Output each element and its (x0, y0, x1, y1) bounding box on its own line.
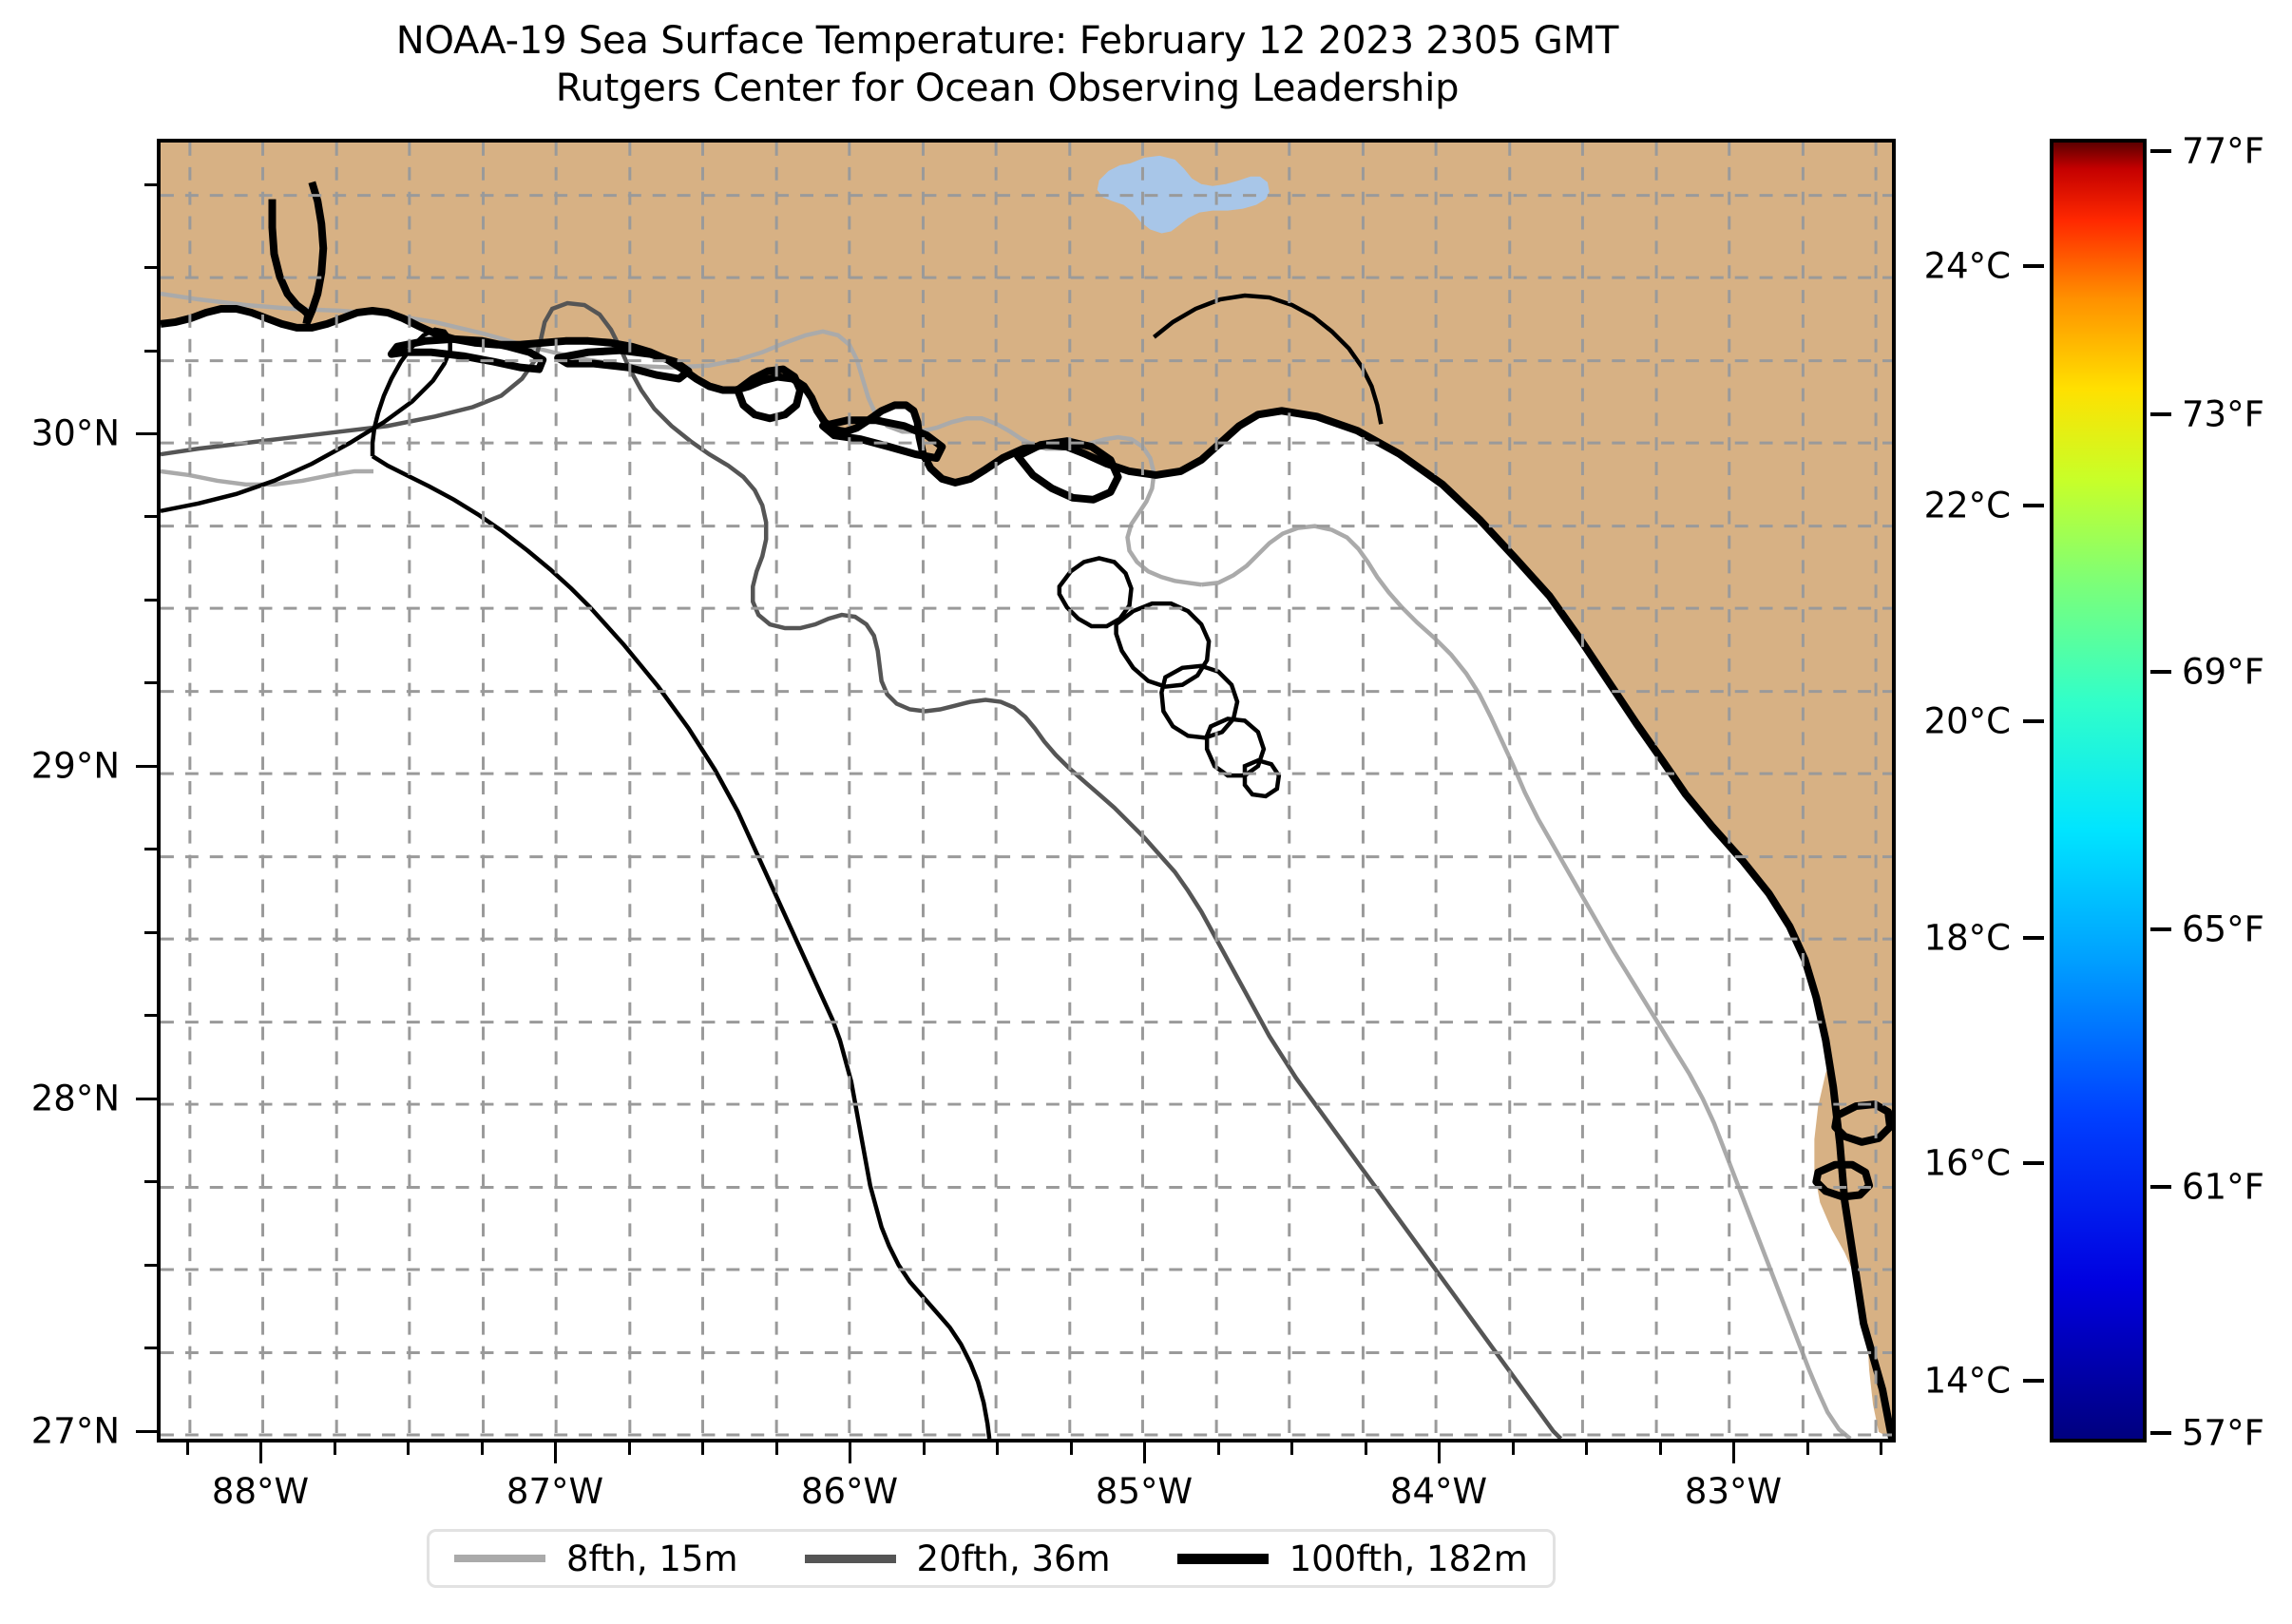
legend-line-swatch-100fth (1176, 1553, 1269, 1564)
legend-line-swatch-20fth (804, 1554, 896, 1563)
cb-tick-c (2023, 264, 2044, 268)
cb-label-c: 22°C (1923, 485, 2011, 526)
x-tick-label: 86°W (800, 1471, 899, 1512)
x-tick-major (1732, 1442, 1735, 1463)
y-tick-label: 27°N (30, 1410, 120, 1452)
y-tick-minor (144, 266, 157, 269)
x-tick-minor (1290, 1442, 1293, 1455)
sst-map (161, 143, 1892, 1439)
y-tick-minor (144, 1014, 157, 1017)
x-tick-minor (1365, 1442, 1367, 1455)
cb-label-f: 77°F (2182, 130, 2264, 172)
legend-item-8fth[interactable]: 8fth, 15m (454, 1538, 738, 1579)
x-tick-label: 87°W (506, 1471, 604, 1512)
cb-tick-c (2023, 1161, 2044, 1165)
cb-tick-c (2023, 719, 2044, 723)
x-tick-minor (186, 1442, 189, 1455)
x-tick-label: 85°W (1095, 1471, 1194, 1512)
x-tick-minor (996, 1442, 999, 1455)
chart-title-block: NOAA-19 Sea Surface Temperature: Februar… (0, 17, 2015, 112)
x-tick-minor (1512, 1442, 1515, 1455)
x-tick-major (849, 1442, 851, 1463)
lake-polygon (1097, 155, 1270, 234)
legend-label-20fth: 20fth, 36m (916, 1538, 1111, 1579)
y-tick-minor (144, 681, 157, 684)
y-tick-major (136, 1098, 157, 1100)
x-tick-minor (923, 1442, 926, 1455)
x-tick-label: 84°W (1389, 1471, 1488, 1512)
y-tick-label: 29°N (30, 745, 120, 787)
graticule-grid (161, 143, 1892, 1439)
colorbar-gradient (2053, 143, 2143, 1439)
x-tick-label: 83°W (1684, 1471, 1783, 1512)
x-tick-minor (1806, 1442, 1809, 1455)
cb-tick-f (2150, 412, 2171, 416)
cb-label-f: 61°F (2182, 1166, 2264, 1208)
y-tick-minor (144, 350, 157, 353)
x-tick-minor (1585, 1442, 1588, 1455)
cb-tick-f (2150, 1185, 2171, 1189)
cb-tick-f (2150, 149, 2171, 153)
y-tick-minor (144, 515, 157, 518)
y-tick-label: 28°N (30, 1078, 120, 1119)
colorbar[interactable] (2050, 139, 2147, 1442)
x-tick-major (554, 1442, 557, 1463)
legend-line-swatch-8fth (454, 1555, 545, 1562)
x-tick-minor (407, 1442, 410, 1455)
y-tick-major (136, 765, 157, 768)
legend-label-8fth: 8fth, 15m (566, 1538, 738, 1579)
legend-item-20fth[interactable]: 20fth, 36m (804, 1538, 1111, 1579)
cb-tick-c (2023, 936, 2044, 940)
cb-label-f: 69°F (2182, 651, 2264, 693)
x-tick-label: 88°W (211, 1471, 310, 1512)
x-tick-minor (628, 1442, 631, 1455)
x-tick-minor (1659, 1442, 1662, 1455)
x-tick-minor (481, 1442, 484, 1455)
x-tick-minor (1880, 1442, 1882, 1455)
page-title: NOAA-19 Sea Surface Temperature: Februar… (395, 19, 1619, 63)
cb-label-f: 57°F (2182, 1412, 2264, 1454)
map-plot-area[interactable] (157, 139, 1896, 1442)
y-tick-major (136, 432, 157, 435)
cb-label-c: 14°C (1923, 1360, 2011, 1402)
y-tick-minor (144, 599, 157, 602)
x-tick-minor (334, 1442, 336, 1455)
cb-label-f: 65°F (2182, 908, 2264, 950)
coastline (161, 181, 1892, 1439)
bathymetry-legend[interactable]: 8fth, 15m 20fth, 36m 100fth, 182m (427, 1529, 1556, 1588)
cb-label-c: 24°C (1923, 245, 2011, 287)
cb-tick-f (2150, 670, 2171, 674)
x-tick-minor (1070, 1442, 1073, 1455)
y-tick-minor (144, 931, 157, 934)
y-tick-minor (144, 183, 157, 186)
cb-label-c: 18°C (1923, 917, 2011, 959)
x-tick-major (259, 1442, 262, 1463)
cb-tick-f (2150, 927, 2171, 931)
cb-tick-f (2150, 1431, 2171, 1435)
y-tick-minor (144, 1347, 157, 1349)
page-subtitle: Rutgers Center for Ocean Observing Leade… (555, 67, 1460, 110)
cb-tick-c (2023, 1379, 2044, 1383)
y-tick-major (136, 1430, 157, 1433)
x-tick-major (1438, 1442, 1441, 1463)
x-tick-major (1143, 1442, 1146, 1463)
cb-label-c: 16°C (1923, 1142, 2011, 1184)
legend-label-100fth: 100fth, 182m (1289, 1538, 1528, 1579)
x-tick-minor (775, 1442, 778, 1455)
cb-tick-c (2023, 504, 2044, 507)
y-tick-minor (144, 1180, 157, 1183)
y-tick-minor (144, 1264, 157, 1267)
x-tick-minor (1217, 1442, 1220, 1455)
cb-label-c: 20°C (1923, 700, 2011, 742)
cb-label-f: 73°F (2182, 393, 2264, 435)
y-tick-minor (144, 848, 157, 850)
y-tick-label: 30°N (30, 412, 120, 454)
legend-item-100fth[interactable]: 100fth, 182m (1176, 1538, 1528, 1579)
x-tick-minor (701, 1442, 704, 1455)
contour-20-fathom (161, 300, 1563, 1439)
